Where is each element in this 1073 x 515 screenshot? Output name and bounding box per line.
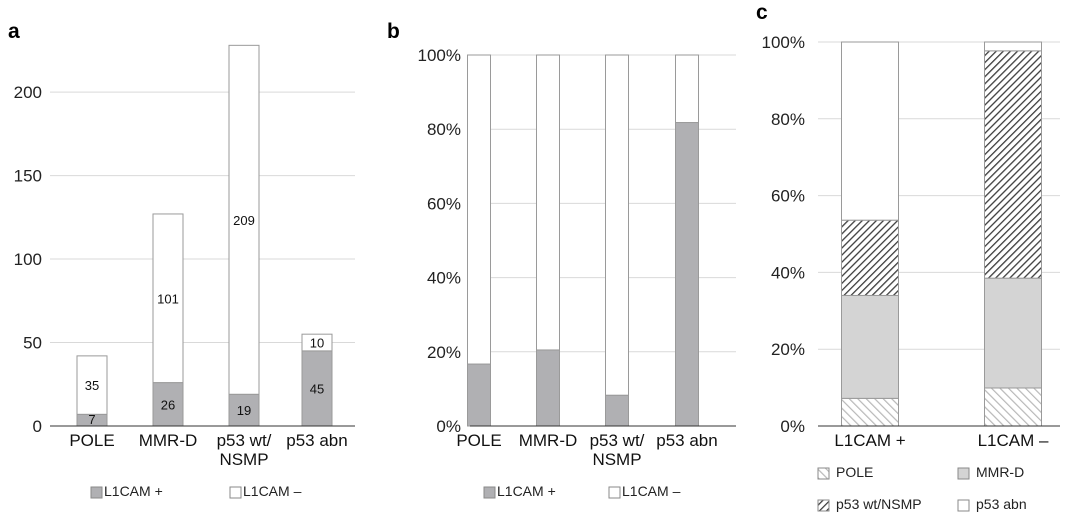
legend-label: L1CAM – [243, 483, 302, 499]
data-label: 45 [310, 381, 324, 396]
y-tick-label: 200 [14, 83, 42, 102]
panel-a: a 0 50 100 150 200 7 35 POLE 26 101 MMR-D 19 209 p53 w… [8, 20, 355, 499]
legend-swatch [817, 467, 830, 480]
legend-swatch [957, 499, 970, 512]
y-tick-label: 100% [762, 33, 805, 52]
x-tick-label: L1CAM + [834, 431, 905, 450]
x-tick-label: p53 wt/ [217, 431, 272, 450]
bar-segment-l1cam- [675, 122, 699, 427]
y-tick-label: 0% [436, 417, 461, 436]
data-label: 209 [233, 213, 255, 228]
x-tick-label: L1CAM – [978, 431, 1049, 450]
legend-label: L1CAM + [497, 483, 556, 499]
bar-segment-mmr-d [984, 277, 1042, 389]
panel-c: c 0% 20% 40% 60% 80% 100% L1CAM + L1CAM – POLE MMR… [756, 1, 1060, 512]
legend-swatch [229, 486, 242, 499]
bar-segment-p53-abn [984, 41, 1042, 52]
bar-segment-pole [984, 387, 1042, 427]
legend-label: MMR-D [976, 464, 1024, 480]
x-tick-label: p53 abn [656, 431, 717, 450]
bar-segment-l1cam- [76, 355, 108, 415]
panel-b: b 0% 20% 40% 60% 80% 100% POLE MMR-D p53 wt/NSMP p… [387, 20, 736, 499]
bar-segment-p53-wt-nsmp [841, 219, 899, 296]
legend-label: L1CAM + [104, 483, 163, 499]
bar-segment-l1cam- [301, 350, 333, 427]
panel-label-b: b [387, 20, 400, 43]
legend-label: POLE [836, 464, 873, 480]
legend-swatch [90, 486, 103, 499]
bar-segment-p53-wt-nsmp [984, 50, 1042, 279]
bar-segment-l1cam- [152, 382, 184, 427]
bar-segment-l1cam- [605, 54, 629, 396]
y-tick-label: 100% [418, 46, 461, 65]
legend-label: L1CAM – [622, 483, 681, 499]
y-tick-label: 60% [771, 187, 805, 206]
legend-label: p53 abn [976, 496, 1027, 512]
legend-swatch [957, 467, 970, 480]
bar-segment-pole [841, 397, 899, 427]
bar-segment-l1cam- [536, 349, 560, 427]
bar-segment-l1cam- [605, 394, 629, 427]
x-tick-label: POLE [456, 431, 501, 450]
data-label: 35 [85, 378, 99, 393]
data-label: 7 [88, 412, 95, 427]
x-tick-label: p53 abn [286, 431, 347, 450]
bar-segment-mmr-d [841, 294, 899, 399]
y-tick-label: 60% [427, 194, 461, 213]
x-tick-label: MMR-D [519, 431, 578, 450]
bar-segment-l1cam- [467, 363, 491, 427]
x-tick-label: p53 wt/ [590, 431, 645, 450]
bar-segment-l1cam- [536, 54, 560, 351]
panel-label-a: a [8, 20, 20, 43]
data-label: 101 [157, 291, 179, 306]
y-tick-label: 0 [33, 417, 42, 436]
bar-segment-p53-abn [841, 41, 899, 221]
bar-segment-l1cam- [301, 333, 333, 352]
bar-segment-l1cam- [228, 44, 260, 395]
y-tick-label: 20% [771, 340, 805, 359]
y-tick-label: 100 [14, 250, 42, 269]
bar-segment-l1cam- [675, 54, 699, 124]
legend-swatch [608, 486, 621, 499]
y-tick-label: 150 [14, 167, 42, 186]
legend-label: p53 wt/NSMP [836, 496, 922, 512]
y-tick-label: 0% [780, 417, 805, 436]
y-tick-label: 20% [427, 343, 461, 362]
legend-swatch [483, 486, 496, 499]
x-tick-label: MMR-D [139, 431, 198, 450]
x-tick-label: POLE [69, 431, 114, 450]
y-tick-label: 80% [427, 120, 461, 139]
y-tick-label: 80% [771, 110, 805, 129]
legend-swatch [817, 499, 830, 512]
y-tick-label: 40% [427, 269, 461, 288]
data-label: 26 [161, 397, 175, 412]
y-tick-label: 40% [771, 263, 805, 282]
data-label: 10 [310, 336, 324, 351]
bar-segment-l1cam- [152, 213, 184, 384]
panel-label-c: c [756, 1, 768, 24]
x-tick-label: NSMP [592, 450, 641, 469]
data-label: 19 [237, 403, 251, 418]
x-tick-label: NSMP [219, 450, 268, 469]
bar-segment-l1cam- [467, 54, 491, 365]
y-tick-label: 50 [23, 334, 42, 353]
